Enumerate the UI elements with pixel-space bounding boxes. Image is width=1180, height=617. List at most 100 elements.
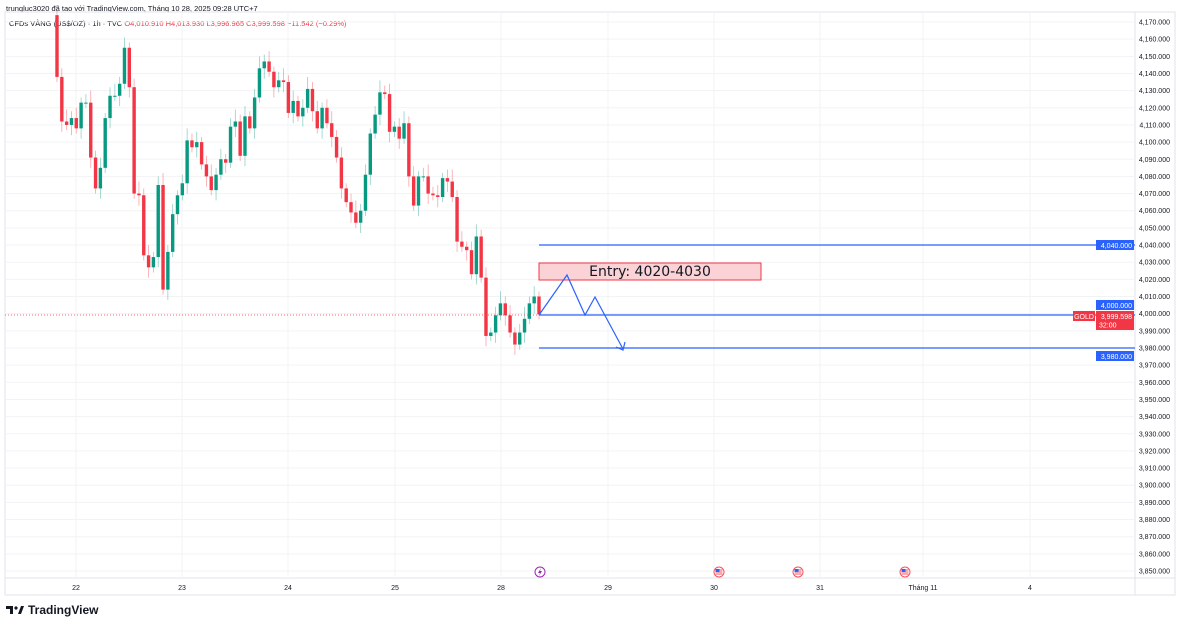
tradingview-logo-icon <box>6 606 24 614</box>
us-flag-icon[interactable] <box>899 566 911 578</box>
candle-body <box>170 214 175 252</box>
candle <box>84 94 88 108</box>
candle <box>74 107 78 134</box>
us-flag-icon[interactable] <box>713 566 725 578</box>
svg-text:4,000.000: 4,000.000 <box>1101 303 1132 310</box>
candle <box>132 78 136 199</box>
candle <box>190 133 194 153</box>
candle <box>411 166 416 211</box>
candle-body <box>421 176 426 178</box>
candle <box>440 172 445 203</box>
candle <box>474 224 479 285</box>
candle <box>233 109 238 137</box>
candle <box>228 118 233 168</box>
price-tick-label: 4,140.000 <box>1139 71 1170 78</box>
candle <box>518 323 522 350</box>
candle-body <box>228 126 233 163</box>
candle <box>489 327 493 342</box>
candle <box>426 164 430 204</box>
candle <box>142 188 146 261</box>
high-value: H4,013.930 <box>165 19 205 28</box>
candle <box>204 155 209 187</box>
candle-body <box>79 102 83 129</box>
candle <box>320 102 324 139</box>
price-tick-label: 4,060.000 <box>1139 208 1170 215</box>
entry-zone-box[interactable] <box>538 262 762 281</box>
price-tick-label: 3,960.000 <box>1139 380 1170 387</box>
price-tick-label: 4,050.000 <box>1139 225 1170 232</box>
change-value: −11.542 (−0.29%) <box>287 19 347 28</box>
candle <box>354 200 358 228</box>
candle <box>508 305 512 338</box>
candle-body <box>151 257 156 268</box>
candle-body <box>296 100 300 117</box>
price-tick-label: 4,010.000 <box>1139 294 1170 301</box>
candle <box>64 109 69 131</box>
candle <box>185 128 189 194</box>
candle-body <box>262 61 266 69</box>
price-tick-label: 3,980.000 <box>1139 345 1170 352</box>
candle-body <box>436 195 440 197</box>
candle-body <box>127 47 131 88</box>
candle-body <box>291 100 295 113</box>
candle <box>209 164 213 196</box>
candle-body <box>209 176 213 191</box>
price-tick-label: 3,950.000 <box>1139 397 1170 404</box>
candle-body <box>518 332 522 345</box>
candle <box>180 174 185 201</box>
candle <box>431 186 435 201</box>
candle-body <box>368 133 372 175</box>
candle <box>113 83 117 101</box>
candle-body <box>257 68 262 98</box>
candle-body <box>440 178 445 197</box>
candle-body <box>98 167 103 189</box>
price-tick-label: 3,990.000 <box>1139 328 1170 335</box>
candle-body <box>113 95 117 97</box>
lightning-icon[interactable] <box>534 566 546 578</box>
price-tick-label: 3,910.000 <box>1139 466 1170 473</box>
candle <box>286 75 291 119</box>
price-chart[interactable]: 4,170.000 4,160.000 4,150.000 4,140.000 4,13… <box>0 0 1180 600</box>
candle <box>175 190 180 225</box>
candle-body <box>315 111 319 129</box>
candle <box>122 37 127 89</box>
candle <box>195 131 199 158</box>
tradingview-logo[interactable]: TradingView <box>6 603 98 617</box>
candle-body <box>508 315 512 333</box>
candle-body <box>344 188 348 203</box>
us-flag-icon[interactable] <box>792 566 804 578</box>
time-tick-label: Tháng 11 <box>908 585 937 592</box>
time-tick-label: 29 <box>604 585 612 592</box>
candle-body <box>455 196 459 242</box>
svg-text:3,999.598: 3,999.598 <box>1101 314 1132 321</box>
time-tick-label: 4 <box>1028 585 1032 592</box>
candle <box>469 241 474 280</box>
candle-body <box>339 157 344 189</box>
chart-frame <box>4 11 1176 596</box>
svg-text:4,040.000: 4,040.000 <box>1101 243 1132 250</box>
candle <box>493 306 498 343</box>
candle-body <box>503 303 507 316</box>
price-tick-label: 3,900.000 <box>1139 483 1170 490</box>
price-tick-label: 4,170.000 <box>1139 20 1170 27</box>
tradingview-logo-text: TradingView <box>28 603 99 617</box>
candle-body <box>392 126 397 132</box>
candle <box>127 42 131 98</box>
candle-body <box>522 318 527 333</box>
price-tick-label: 4,080.000 <box>1139 174 1170 181</box>
candle-body <box>60 76 64 122</box>
time-axis[interactable]: 22 23 24 25 28 29 30 31 Tháng 11 4 <box>72 585 1032 592</box>
symbol-label[interactable]: CFDs VÀNG (US$/OZ) · 1h · TVC <box>9 19 123 28</box>
candle-body <box>387 94 392 132</box>
price-tick-label: 4,000.000 <box>1139 311 1170 318</box>
price-tick-label: 4,130.000 <box>1139 88 1170 95</box>
candle <box>460 231 464 252</box>
candle-body <box>334 136 339 158</box>
candle-body <box>281 80 286 83</box>
candle-body <box>122 47 127 84</box>
candle-body <box>397 126 401 139</box>
candle-body <box>142 195 146 256</box>
candle-body <box>411 176 416 206</box>
price-axis[interactable]: 4,170.000 4,160.000 4,150.000 4,140.000 4,13… <box>1139 20 1170 576</box>
projection-path[interactable] <box>538 273 624 350</box>
